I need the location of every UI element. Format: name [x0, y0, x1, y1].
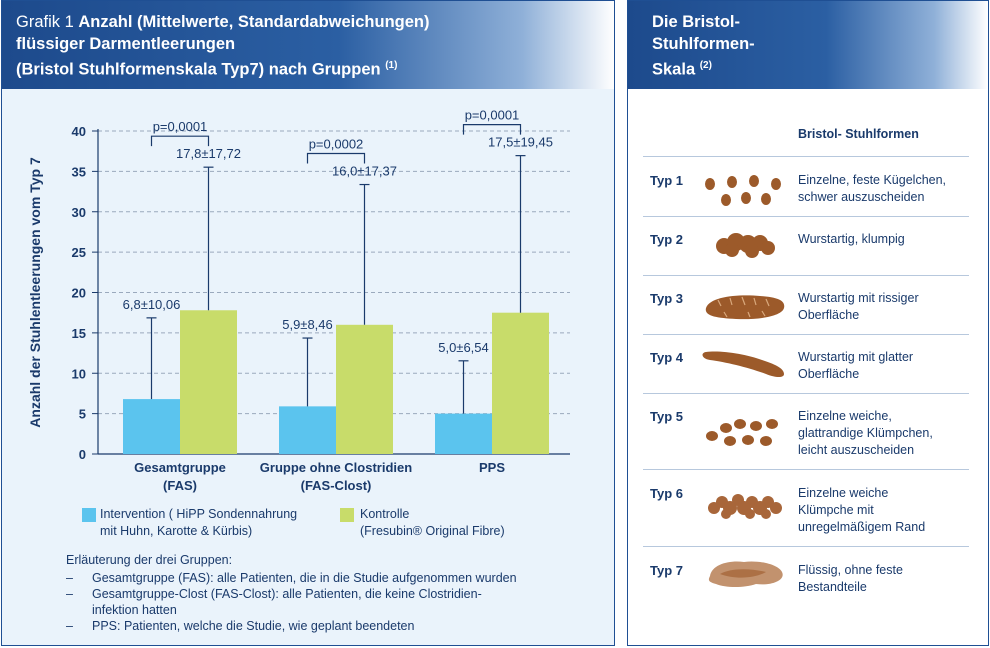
title-line-3: (Bristol Stuhlformenskala Typ7) nach Gru… [16, 60, 381, 79]
category-label: Gruppe ohne Clostridien [260, 460, 412, 475]
bristol-column-header: Bristol- Stuhlformen [798, 127, 919, 141]
legend-kontrolle-line-2: (Fresubin® Original Fibre) [360, 524, 505, 538]
note-dash: – [66, 619, 73, 633]
bristol-panel: Die Bristol- Stuhlformen- Skala (2) [627, 0, 989, 646]
bristol-title: Die Bristol- Stuhlformen- Skala (2) [652, 11, 822, 81]
note-text: PPS: Patienten, welche die Studie, wie g… [92, 619, 415, 633]
bristol-title-line-3: Skala [652, 60, 696, 79]
p-value-label: p=0,0001 [153, 119, 208, 134]
stool-type6-icon [708, 494, 782, 519]
type-4-description: Wurstartig mit glatter Oberfläche [798, 350, 914, 381]
note-item: infektion hatten [66, 602, 586, 618]
title-prefix: Grafik 1 [16, 13, 74, 31]
bar-kontrolle [336, 324, 393, 454]
p-value-bracket [462, 124, 522, 135]
data-label: 17,8±17,72 [176, 146, 241, 161]
stool-type7-icon [708, 561, 783, 587]
row-divider [643, 393, 969, 394]
note-text: Gesamtgruppe-Clost (FAS-Clost): alle Pat… [92, 587, 482, 601]
title-line-1: Anzahl (Mittelwerte, Standardabweichunge… [78, 13, 430, 31]
row-divider [643, 546, 969, 547]
row-divider [643, 156, 969, 157]
stool-type4-icon [702, 351, 784, 377]
stool-type1-icon [705, 175, 781, 206]
type-7-description: Flüssig, ohne feste Bestandteile [798, 563, 903, 594]
p-value-bracket [150, 135, 210, 147]
y-tick-label: 25 [72, 245, 86, 260]
row-divider [643, 334, 969, 335]
y-tick-label: 40 [72, 124, 86, 139]
legend-kontrolle: Kontrolle (Fresubin® Original Fibre) [360, 506, 505, 540]
row-divider [643, 469, 969, 470]
p-value-label: p=0,0001 [465, 108, 520, 123]
type-5-label: Typ 5 [650, 409, 683, 424]
legend-intervention-line-2: mit Huhn, Karotte & Kürbis) [100, 524, 253, 538]
type-6-description: Einzelne weiche Klümpche mit unregelmäßige… [798, 486, 926, 534]
type-3-label: Typ 3 [650, 291, 683, 306]
data-label: 16,0±17,37 [332, 164, 397, 179]
category-label: (FAS) [163, 478, 197, 493]
notes-heading: Erläuterung der drei Gruppen: [66, 553, 233, 567]
bar-intervention [435, 413, 492, 454]
chart-title: Grafik 1 Anzahl (Mittelwerte, Standardab… [16, 11, 430, 81]
bar-kontrolle [180, 310, 237, 454]
p-value-label: p=0,0002 [309, 137, 364, 152]
title-reference: (1) [385, 60, 398, 71]
category-label: (FAS-Clost) [301, 478, 372, 493]
y-tick-label: 30 [72, 205, 86, 220]
chart-header: Grafik 1 Anzahl (Mittelwerte, Standardab… [2, 1, 614, 89]
legend-swatch-intervention [82, 508, 96, 522]
row-divider [643, 216, 969, 217]
bar-intervention [123, 399, 180, 454]
type-2-description: Wurstartig, klumpig [798, 232, 905, 246]
note-text: infektion hatten [92, 603, 177, 617]
category-label: PPS [479, 460, 505, 475]
type-3-description: Wurstartig mit rissiger Oberfläche [798, 291, 919, 322]
data-label: 5,0±6,54 [438, 340, 489, 355]
y-tick-label: 5 [79, 407, 86, 422]
note-dash: – [66, 587, 73, 601]
bar-kontrolle [492, 312, 549, 454]
type-5-description: Einzelne weiche, glattrandige Klümpchen, l… [798, 409, 933, 457]
bristol-title-reference: (2) [699, 60, 712, 71]
bristol-title-line-2: Stuhlformen- [652, 35, 755, 53]
row-divider [643, 275, 969, 276]
legend-intervention: Intervention ( HiPP Sondennahrung mit Hu… [100, 506, 297, 540]
bar-intervention [279, 406, 336, 454]
group-notes: Erläuterung der drei Gruppen: – Gesamtgru… [66, 552, 586, 634]
legend-kontrolle-line-1: Kontrolle [360, 507, 410, 521]
stool-type2-icon [716, 233, 775, 258]
y-tick-label: 15 [72, 326, 86, 341]
p-value-bracket [306, 152, 366, 164]
stool-type5-icon [706, 419, 778, 446]
y-tick-label: 0 [79, 447, 86, 462]
stool-type3-icon [705, 295, 785, 320]
title-line-2: flüssiger Darmentleerungen [16, 35, 236, 53]
type-4-label: Typ 4 [650, 350, 683, 365]
note-dash: – [66, 571, 73, 585]
note-item: – Gesamtgruppe-Clost (FAS-Clost): alle Pa… [66, 586, 586, 602]
type-7-label: Typ 7 [650, 563, 683, 578]
y-tick-label: 10 [72, 366, 86, 381]
category-label: Gesamtgruppe [134, 460, 226, 475]
note-item: – Gesamtgruppe (FAS): alle Patienten, die… [66, 570, 586, 586]
note-item: – PPS: Patienten, welche die Studie, wie … [66, 618, 586, 634]
type-6-label: Typ 6 [650, 486, 683, 501]
data-label: 17,5±19,45 [488, 135, 553, 150]
note-text: Gesamtgruppe (FAS): alle Patienten, die … [92, 571, 517, 585]
data-label: 5,9±8,46 [282, 317, 333, 332]
bristol-title-line-1: Die Bristol- [652, 13, 741, 31]
type-2-label: Typ 2 [650, 232, 683, 247]
data-label: 6,8±10,06 [123, 297, 181, 312]
legend-swatch-kontrolle [340, 508, 354, 522]
type-1-description: Einzelne, feste Kügelchen, schwer auszusc… [798, 173, 947, 204]
type-1-label: Typ 1 [650, 173, 683, 188]
y-tick-label: 35 [72, 164, 86, 179]
y-tick-label: 20 [72, 286, 86, 301]
bar-chart: 0 5 10 15 20 25 30 35 40 Anzahl der Stuhlentleeru… [27, 108, 570, 493]
y-axis-label: Anzahl der Stuhlentleerungen vom Typ 7 [27, 157, 43, 428]
bristol-header: Die Bristol- Stuhlformen- Skala (2) [628, 1, 988, 89]
legend-intervention-line-1: Intervention ( HiPP Sondennahrung [100, 507, 298, 521]
